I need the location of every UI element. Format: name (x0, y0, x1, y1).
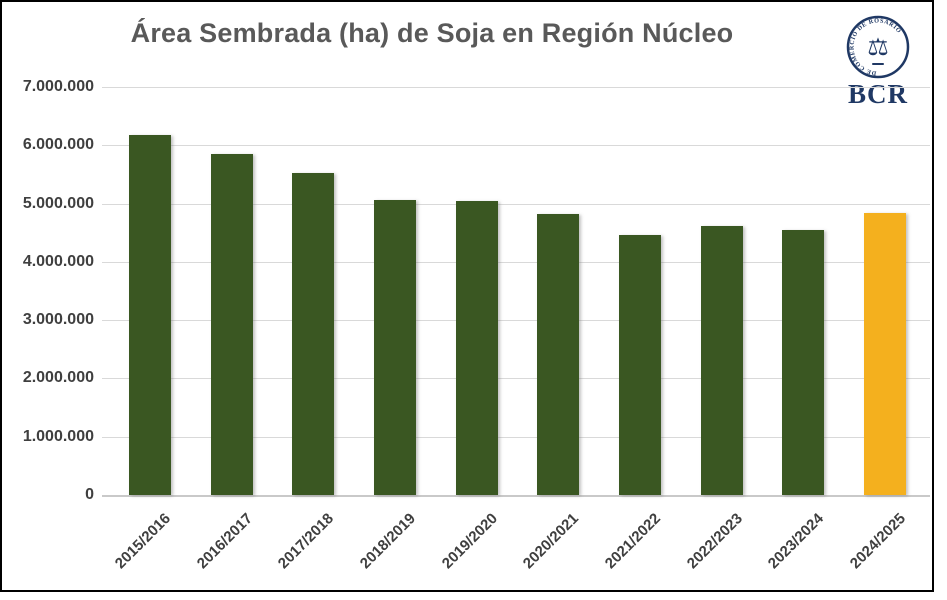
gridline (102, 436, 930, 438)
gridline (102, 378, 930, 380)
gridline (102, 145, 930, 147)
scales-icon: ⚖ (867, 34, 889, 61)
y-axis-tick-label: 2.000.000 (22, 369, 94, 387)
bar-2017-2018 (292, 173, 335, 495)
bcr-seal-icon: BOLSA DE COMERCIO DE ROSARIO ⚖ (845, 14, 910, 79)
gridline (102, 495, 930, 497)
x-axis-label: 2016/2017 (193, 510, 256, 573)
x-axis-label: 2023/2024 (765, 510, 828, 573)
y-axis-tick-label: 1.000.000 (22, 427, 94, 445)
bar-2024-2025 (864, 212, 907, 495)
y-axis-tick-label: 7.000.000 (22, 78, 94, 95)
bar-2019-2020 (455, 201, 498, 495)
x-axis-label: 2020/2021 (520, 510, 583, 573)
y-axis-tick-label: 6.000.000 (22, 136, 94, 154)
bcr-abbr-text: BCR (847, 79, 908, 109)
bar-2016-2017 (210, 154, 253, 495)
bcr-logo: BOLSA DE COMERCIO DE ROSARIO ⚖ BCR (838, 14, 918, 109)
y-axis-tick-label: 5.000.000 (22, 194, 94, 212)
y-axis-tick-label: 4.000.000 (22, 252, 94, 270)
bar-2018-2019 (374, 200, 416, 495)
bar-2020-2021 (537, 214, 580, 495)
gridline (102, 261, 930, 263)
y-axis-tick-label: 3.000.000 (22, 311, 94, 329)
x-axis-label: 2019/2020 (438, 510, 501, 573)
x-axis-label: 2015/2016 (111, 510, 175, 573)
x-axis-label: 2024/2025 (846, 510, 910, 573)
y-axis-tick-label: 0 (85, 486, 94, 503)
gridline (102, 320, 930, 322)
plot-area (102, 87, 930, 497)
bar-2023-2024 (782, 229, 825, 495)
chart-frame: Área Sembrada (ha) de Soja en Región Núc… (0, 0, 934, 592)
x-axis-label: 2018/2019 (356, 510, 420, 573)
x-axis-label: 2021/2022 (601, 510, 665, 573)
gridline (102, 203, 930, 205)
x-axis-label: 2017/2018 (275, 510, 338, 573)
bar-2021-2022 (619, 234, 662, 495)
gridline (102, 87, 930, 88)
x-axis-label: 2022/2023 (683, 510, 746, 573)
bar-2022-2023 (700, 225, 743, 495)
bar-2015-2016 (129, 135, 171, 495)
chart-title: Área Sembrada (ha) de Soja en Región Núc… (130, 18, 734, 48)
